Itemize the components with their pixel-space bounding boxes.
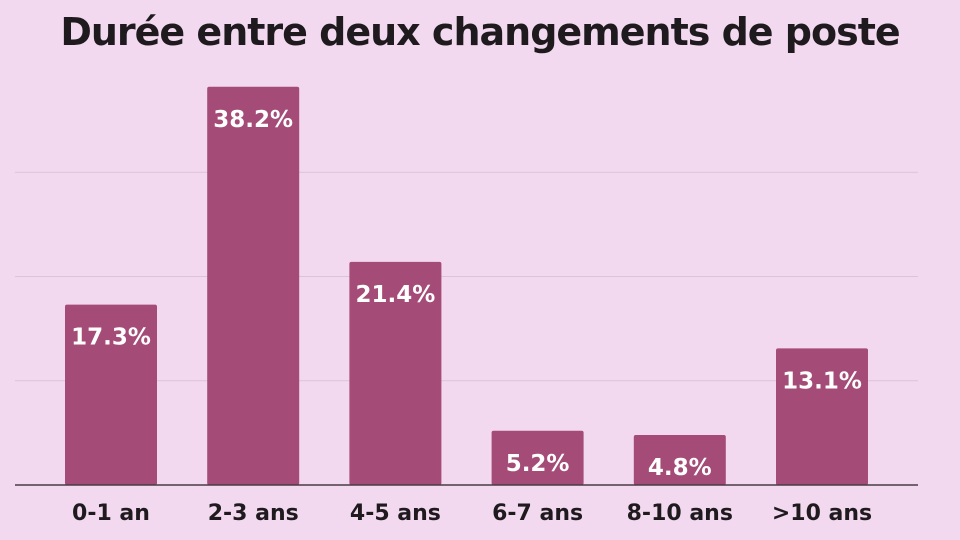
- x-tick-label: 2-3 ans: [208, 501, 299, 526]
- x-tick-label: 4-5 ans: [350, 501, 441, 526]
- x-tick-label: 6-7 ans: [492, 501, 583, 526]
- bar: [633, 434, 726, 485]
- chart-title: Durée entre deux changements de poste: [60, 10, 900, 54]
- bar: [491, 430, 584, 485]
- bar: [65, 304, 157, 485]
- bar: [776, 348, 868, 485]
- bar-value-label: 21.4%: [356, 282, 436, 308]
- x-tick-label: >10 ans: [772, 501, 872, 526]
- x-tick-label: 8-10 ans: [627, 501, 733, 526]
- bar-value-label: 4.8%: [648, 455, 712, 481]
- bar-value-label: 13.1%: [782, 368, 862, 394]
- bar: [207, 86, 300, 485]
- bar-value-label: 38.2%: [213, 107, 293, 133]
- bar-value-label: 5.2%: [506, 451, 570, 477]
- x-tick-label: 0-1 an: [72, 501, 150, 526]
- bar: [349, 261, 442, 485]
- bar-value-label: 17.3%: [71, 325, 151, 351]
